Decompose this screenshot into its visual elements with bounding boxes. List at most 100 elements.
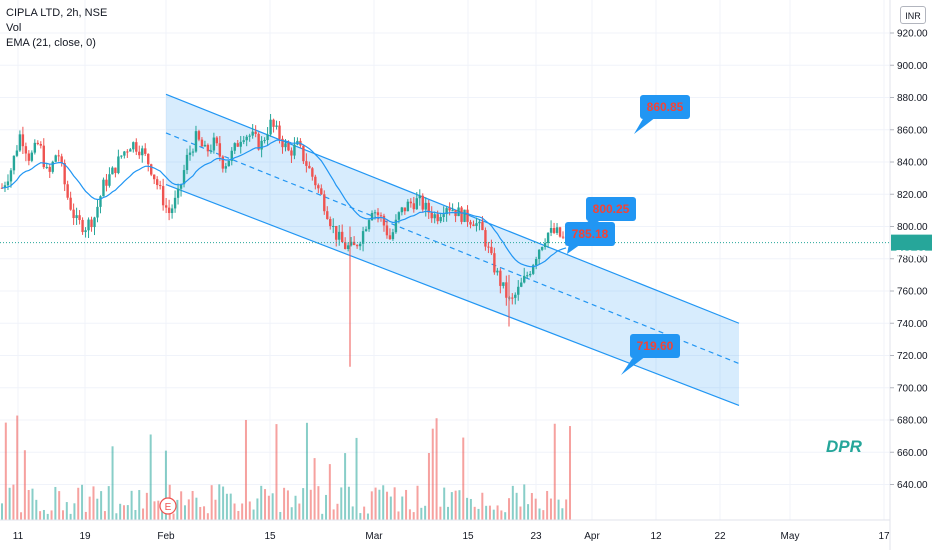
candle-body [176,188,180,198]
volume-bar [8,487,11,520]
candle-body [21,134,25,147]
candle-body [254,131,257,134]
candle-body [114,167,117,174]
volume-bar [27,490,30,520]
candle-body [150,164,153,175]
price-tick-label: 760.00 [897,287,928,298]
volume-bar [378,489,381,520]
candle-body [75,215,78,219]
candle-body [170,208,174,214]
volume-bar [69,513,72,520]
candle-body [42,145,45,168]
price-tick-label: 660.00 [897,448,928,459]
price-axis[interactable]: 920.00 900.00 880.00 860.00 840.00 820.00 800.… [890,29,928,492]
volume-bar [283,487,286,520]
volume-bar [58,491,61,520]
candle-body [284,143,287,148]
candle-body [349,241,353,246]
candle-body [278,125,281,139]
volume-bar [427,452,430,520]
candle-body [257,133,260,150]
candle-body [424,202,427,210]
volume-bar [504,512,507,520]
channel-middle-line[interactable] [165,132,740,365]
candle-body [212,137,216,151]
price-callout[interactable]: 719.60 [621,334,680,375]
candle-body [200,139,204,147]
candle-body [45,166,48,168]
candle-body [436,214,439,222]
candle-body [329,218,332,227]
volume-bar [16,415,19,520]
volume-legend[interactable]: Vol [6,22,22,34]
candle-body [3,185,7,188]
volume-bar [180,491,183,520]
volume-bar [23,450,26,520]
candle-body [30,152,34,161]
volume-bar [313,458,316,520]
time-axis[interactable]: 11 19 Feb 15 Mar 15 23 Apr 12 22 May 17 [13,531,890,542]
candle-body [230,150,233,161]
price-tick-label: 780.00 [897,254,928,265]
ema-legend[interactable]: EMA (21, close, 0) [6,37,96,49]
candle-body [537,249,541,260]
volume-bar [115,513,118,520]
candle-body [520,282,523,287]
volume-bar [61,510,64,520]
candle-body [245,136,248,141]
candle-body [72,209,75,219]
event-marker-circle[interactable] [159,497,177,515]
volume-bar [119,503,122,520]
candle-body [526,275,529,277]
price-callout[interactable]: 860.85 [634,95,690,134]
candle-body [227,160,230,167]
volume-bar [31,488,34,520]
volume-bar [393,487,396,520]
candle-body [15,150,19,156]
price-callouts[interactable]: 860.85 800.25 785.18 719.60 [565,95,690,375]
callout-label: 719.60 [637,339,674,353]
candle-body [99,196,102,207]
candle-body [281,138,284,148]
candle-body [373,212,377,214]
event-marker[interactable]: E [159,497,177,515]
time-tick-label: 15 [264,531,276,542]
candle-body [57,155,60,157]
candle-body [27,153,31,161]
volume-bar [340,487,343,520]
candle-body [269,119,272,135]
volume-bar [458,490,461,520]
symbol-title[interactable]: CIPLA LTD, 2h, NSE [6,7,108,19]
volume-bar [534,498,537,520]
candle-body [340,231,344,243]
volume-bar [183,505,186,520]
regression-channel[interactable] [165,93,740,407]
callout-pointer [567,244,581,254]
volume-bar [553,423,556,520]
volume-bar [42,509,45,520]
candle-body [457,207,460,217]
volume-bar [294,495,297,520]
candle-body [487,246,490,248]
candle-body [54,155,57,162]
candle-body [90,219,93,228]
time-tick-label: Apr [584,531,600,542]
price-callout[interactable]: 785.18 [565,222,615,254]
time-tick-label: May [781,531,800,542]
candle-body [463,209,466,222]
currency-button[interactable]: INR [900,6,926,24]
volume-bar [103,511,106,520]
volume-bar [454,490,457,520]
volume-bar [363,506,366,520]
candle-body [144,148,147,154]
channel-lower-line[interactable] [165,184,740,407]
candle-body [552,228,556,233]
volume-bar [84,511,87,520]
time-tick-label: 23 [530,531,542,542]
candle-body [242,140,245,142]
candle-body [194,131,198,152]
candle-body [173,197,177,209]
candle-body [397,212,401,220]
volume-bar [321,513,324,520]
